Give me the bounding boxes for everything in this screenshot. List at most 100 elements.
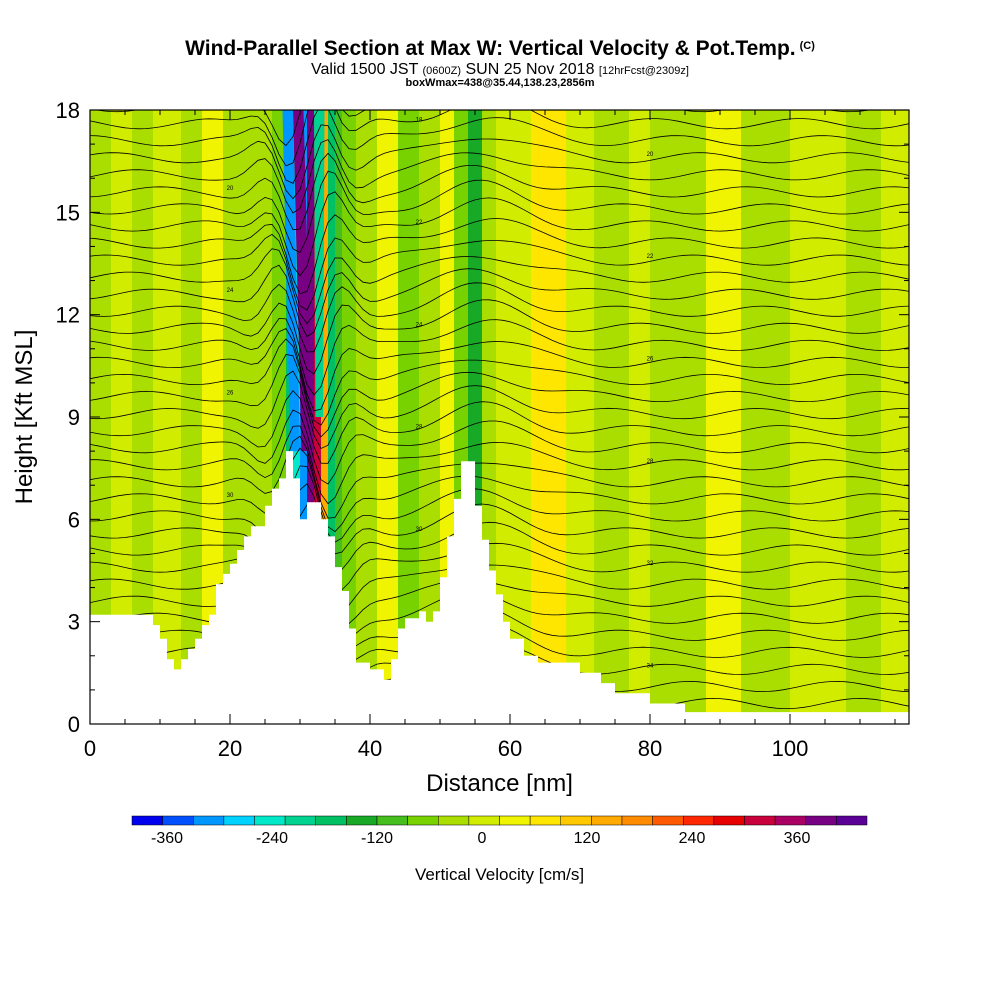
y-tick-label: 0 — [68, 712, 80, 737]
colorbar-swatch — [499, 815, 531, 826]
isentrope-line — [90, 124, 909, 200]
velocity-streak — [293, 110, 313, 452]
isentrope-line — [90, 318, 909, 396]
colorbar-tick-label: 360 — [784, 830, 811, 847]
colorbar-swatch — [315, 815, 347, 826]
x-tick-label: 0 — [84, 736, 96, 761]
terrain-profile — [90, 451, 909, 724]
colorbar-swatch — [131, 815, 163, 826]
x-tick-label: 100 — [772, 736, 809, 761]
x-tick-label: 60 — [498, 736, 522, 761]
y-tick-label: 12 — [56, 303, 80, 328]
isentrope-line — [90, 299, 909, 375]
chart-title: Wind-Parallel Section at Max W: Vertical… — [0, 37, 1000, 61]
colorbar-tick-label: -240 — [256, 830, 288, 847]
x-axis-title: Distance [nm] — [426, 770, 573, 797]
velocity-band — [377, 110, 398, 724]
colorbar-swatch — [407, 815, 439, 826]
colorbar-swatch — [223, 815, 255, 826]
isentrope-label: 32 — [647, 561, 654, 567]
isentrope-line — [90, 390, 909, 464]
velocity-band — [741, 110, 790, 724]
colorbar-swatch — [744, 815, 776, 826]
velocity-band — [321, 110, 328, 724]
y-tick-label: 9 — [68, 405, 80, 430]
colorbar-tick-label: 120 — [574, 830, 601, 847]
colorbar-tick-label: 240 — [679, 830, 706, 847]
velocity-band — [398, 110, 419, 724]
isentrope-line — [90, 465, 909, 543]
isentrope-line — [90, 233, 909, 311]
y-tick-label: 15 — [56, 200, 80, 225]
isentrope-label: 26 — [647, 356, 654, 362]
velocity-band — [356, 110, 377, 724]
velocity-band — [342, 110, 356, 724]
isentrope-line — [90, 170, 909, 254]
isentrope-line — [90, 483, 909, 561]
isentrope-label: 22 — [416, 220, 423, 226]
isentrope-label: 28 — [416, 425, 423, 431]
velocity-band — [202, 110, 223, 724]
colorbar-swatch — [836, 815, 868, 826]
colorbar-swatch — [346, 815, 378, 826]
isentrope-line — [90, 139, 909, 214]
y-tick-label: 6 — [68, 507, 80, 532]
velocity-band — [132, 110, 153, 724]
velocity-band — [790, 110, 846, 724]
isentrope-line — [90, 370, 909, 450]
velocity-band — [153, 110, 181, 724]
isentrope-line — [90, 425, 909, 505]
isentrope-label: 24 — [227, 288, 234, 294]
colorbar-tick-label: -120 — [361, 830, 393, 847]
isentrope-line — [90, 409, 909, 485]
colorbar-swatch — [805, 815, 837, 826]
colorbar-swatch — [683, 815, 715, 826]
chart-title-text: Wind-Parallel Section at Max W: Vertical… — [185, 37, 796, 60]
isentrope-line — [90, 214, 909, 295]
colorbar-swatch — [376, 815, 408, 826]
velocity-band — [335, 110, 342, 724]
isentrope-label: 30 — [416, 527, 423, 533]
isentrope-line — [90, 152, 909, 231]
isentrope-label: 26 — [227, 391, 234, 397]
isentrope-label: 22 — [647, 254, 654, 260]
isentrope-line — [90, 282, 909, 353]
isentrope-label: 34 — [647, 663, 654, 669]
isentrope-line — [90, 110, 909, 184]
chart-subtitle-box: boxWmax=438@35.44,138.23,2856m — [405, 77, 595, 89]
vertical-velocity-field — [90, 110, 909, 724]
y-tick-label: 3 — [68, 610, 80, 635]
velocity-streak — [314, 110, 325, 417]
isentrope-label: 28 — [647, 459, 654, 465]
velocity-band — [531, 110, 566, 724]
colorbar-swatch — [774, 815, 806, 826]
colorbar-swatch — [438, 815, 470, 826]
velocity-band — [90, 110, 111, 724]
colorbar-swatch — [284, 815, 316, 826]
velocity-band — [111, 110, 132, 724]
terrain-fill — [90, 451, 909, 724]
velocity-band — [328, 110, 335, 724]
colorbar-title: Vertical Velocity [cm/s] — [415, 865, 584, 884]
colorbar-swatch — [193, 815, 225, 826]
isentrope-line — [90, 447, 909, 533]
copyright-mark: (C) — [799, 40, 815, 52]
isentrope-line — [90, 191, 909, 277]
isentrope-label: 20 — [647, 152, 654, 158]
valid-date: SUN 25 Nov 2018 — [465, 61, 595, 78]
valid-utc: (0600Z) — [422, 65, 462, 77]
colorbar-swatch — [468, 815, 500, 826]
velocity-band — [566, 110, 594, 724]
isentrope-line — [90, 248, 909, 325]
x-tick-label: 40 — [358, 736, 382, 761]
chart-subtitle-valid: Valid 1500 JST (0600Z) SUN 25 Nov 2018 [… — [0, 61, 1000, 79]
plot-axes: 0 20 40 60 80 100 0 3 6 9 12 15 18 Distance [nm] Heigh… — [11, 98, 910, 797]
velocity-band — [706, 110, 741, 724]
colorbar-swatch — [162, 815, 194, 826]
colorbar-tick-label: 0 — [478, 830, 487, 847]
colorbar-swatch — [713, 815, 745, 826]
isentrope-line — [90, 110, 909, 167]
isentrope-line — [90, 504, 909, 579]
isentrope-line — [90, 435, 909, 519]
